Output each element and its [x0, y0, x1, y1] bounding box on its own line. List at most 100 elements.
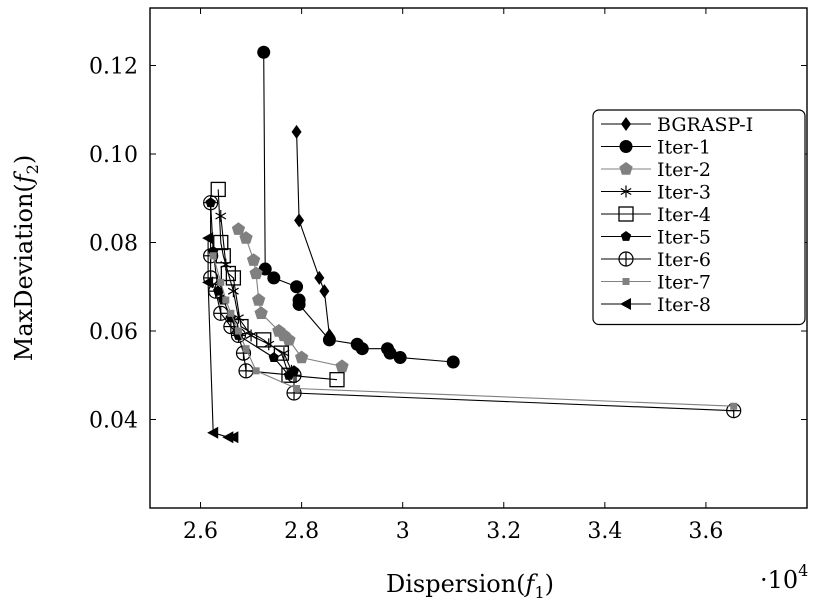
point-iter-2 — [252, 293, 266, 306]
legend-marker-iter-4 — [618, 206, 634, 222]
x-tick-label: 3 — [396, 519, 410, 544]
y-tick-label: 0.10 — [89, 143, 138, 168]
y-tick-label: 0.12 — [89, 55, 138, 80]
legend-label: Iter-1 — [657, 137, 711, 159]
legend-marker-iter-3 — [620, 185, 632, 198]
legend-marker-iter-2 — [619, 162, 633, 175]
legend-label: Iter-4 — [657, 204, 711, 226]
x-tick-label: 3.6 — [688, 519, 723, 544]
point-bgrasp-i — [319, 284, 330, 299]
point-iter-1 — [290, 280, 304, 294]
point-iter-2 — [239, 231, 253, 244]
point-iter-2 — [231, 222, 246, 235]
legend-marker-iter-8 — [620, 298, 631, 310]
legend-box — [592, 109, 806, 326]
legend-marker-iter-1 — [619, 140, 633, 153]
point-iter-7 — [293, 385, 301, 393]
series-iter-6 — [203, 195, 742, 419]
point-iter-2 — [295, 350, 309, 364]
x-tick-label: 2.6 — [183, 519, 218, 544]
point-iter-4 — [215, 248, 231, 264]
point-iter-2 — [246, 253, 261, 266]
point-iter-7 — [234, 327, 242, 335]
point-iter-2 — [254, 306, 268, 319]
point-iter-6 — [213, 305, 229, 321]
x-tick-label: 3.2 — [486, 519, 521, 544]
point-iter-1 — [322, 333, 336, 347]
series-iter-8 — [202, 232, 239, 444]
series-iter-7 — [209, 252, 738, 410]
x-tick-label: 2.8 — [284, 519, 319, 544]
series-iter-2 — [231, 222, 349, 373]
point-iter-3 — [215, 209, 227, 222]
legend-entry-iter-8: Iter-8 — [601, 294, 711, 316]
point-iter-7 — [252, 367, 260, 375]
series-line-iter-1 — [263, 52, 454, 363]
point-iter-6 — [203, 195, 219, 211]
point-iter-4 — [225, 270, 242, 286]
legend-entry-iter-5: Iter-5 — [601, 227, 711, 249]
point-iter-1 — [257, 45, 271, 59]
point-iter-2 — [282, 332, 296, 346]
legend-marker-iter-7 — [622, 278, 630, 285]
point-iter-6 — [223, 318, 239, 335]
x-tick-label: 3.4 — [587, 519, 622, 544]
point-iter-3 — [227, 285, 239, 298]
series-layer — [202, 45, 742, 444]
legend: BGRASP-IIter-1Iter-2Iter-3Iter-4Iter-5It… — [592, 109, 806, 326]
point-iter-6 — [238, 363, 254, 379]
legend-label: Iter-3 — [657, 182, 711, 204]
point-iter-8 — [207, 426, 219, 439]
legend-entry-iter-7: Iter-7 — [601, 272, 711, 294]
axis-ticks: 2.6 2.8 3 3.2 3.4 3.6 0.04 0.06 0.08 0.10 0.12 — [89, 8, 807, 544]
y-tick-label: 0.04 — [89, 409, 138, 434]
point-iter-8 — [227, 431, 239, 444]
point-bgrasp-i — [294, 213, 305, 228]
point-bgrasp-i — [291, 124, 302, 139]
point-iter-2 — [335, 359, 349, 373]
legend-label: Iter-6 — [657, 249, 711, 271]
point-iter-8 — [202, 232, 214, 245]
point-iter-2 — [249, 266, 263, 280]
series-iter-1 — [257, 45, 460, 369]
legend-label: Iter-2 — [657, 159, 711, 181]
y-tick-label: 0.06 — [89, 320, 138, 345]
point-iter-8 — [202, 276, 214, 289]
point-iter-1 — [393, 351, 407, 365]
point-iter-4 — [329, 372, 345, 388]
y-tick-label: 0.08 — [89, 232, 138, 257]
point-iter-4 — [213, 234, 229, 251]
point-iter-3 — [278, 347, 290, 360]
point-iter-7 — [217, 278, 225, 286]
legend-label: Iter-5 — [657, 227, 711, 249]
legend-entry-iter-1: Iter-1 — [601, 137, 711, 159]
point-iter-7 — [730, 402, 738, 410]
legend-entry-iter-4: Iter-4 — [601, 204, 711, 226]
point-iter-1 — [383, 346, 397, 360]
legend-entry-iter-2: Iter-2 — [601, 159, 711, 181]
point-iter-1 — [267, 271, 281, 285]
legend-marker-iter-6 — [618, 251, 634, 267]
point-iter-6 — [286, 367, 302, 383]
point-iter-7 — [227, 309, 235, 317]
plot-frame — [149, 7, 808, 509]
point-iter-1 — [355, 342, 369, 356]
point-iter-7 — [209, 252, 217, 260]
point-bgrasp-i — [314, 270, 325, 285]
legend-entry-iter-3: Iter-3 — [601, 182, 711, 204]
point-iter-1 — [292, 297, 306, 311]
y-axis-title: MaxDeviation(f2) — [10, 155, 42, 361]
legend-label: BGRASP-I — [657, 114, 753, 136]
legend-marker-iter-5 — [620, 231, 632, 241]
point-iter-5 — [268, 352, 280, 362]
point-iter-1 — [446, 355, 460, 369]
legend-entry-iter-6: Iter-6 — [601, 249, 711, 271]
legend-label: Iter-7 — [657, 272, 711, 294]
point-iter-7 — [242, 345, 250, 353]
point-iter-7 — [222, 296, 230, 304]
legend-entry-bgrasp-i: BGRASP-I — [601, 114, 753, 136]
point-iter-4 — [210, 181, 226, 198]
legend-label: Iter-8 — [657, 294, 711, 316]
x-axis-title: Dispersion(f1) — [386, 570, 554, 602]
